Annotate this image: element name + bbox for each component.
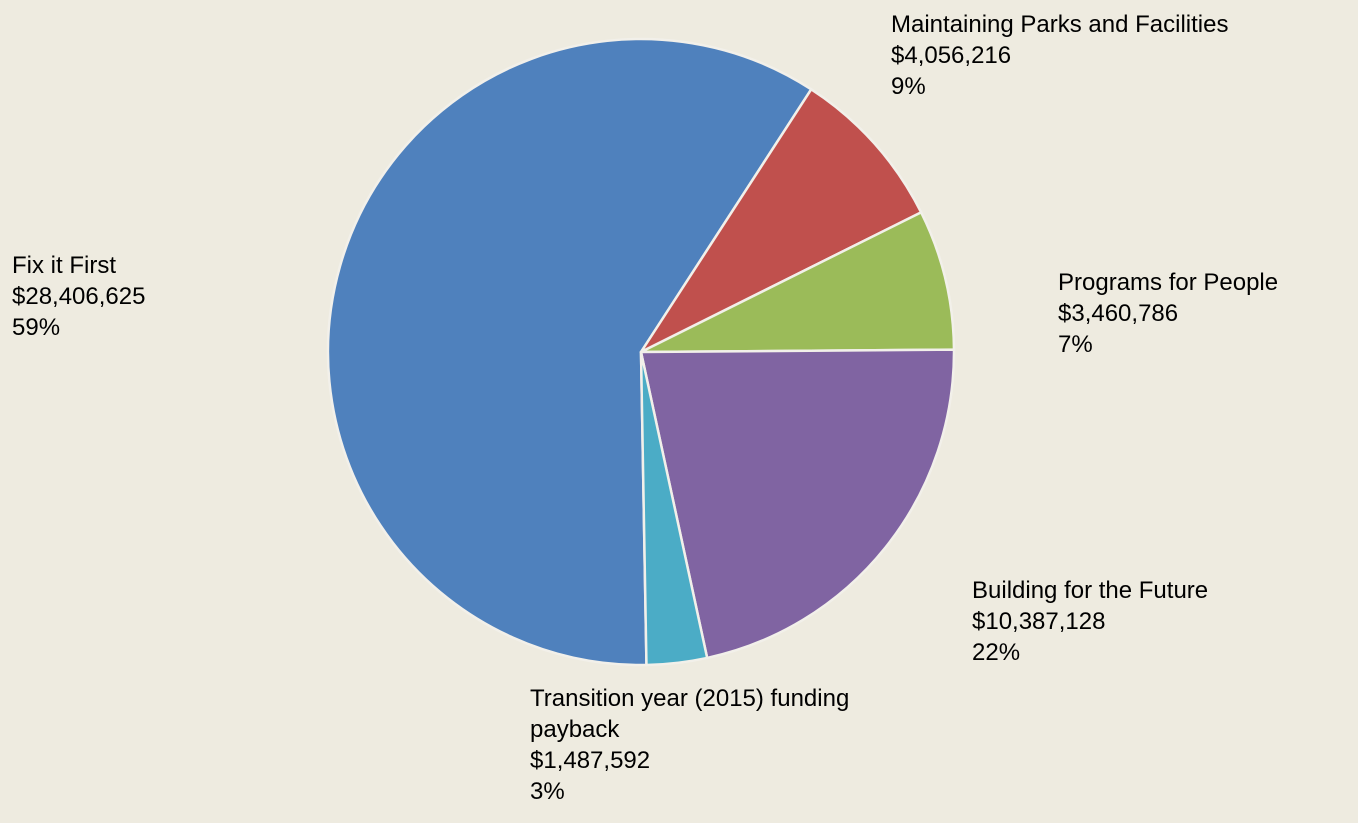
label-name: Building for the Future [972,577,1209,604]
data-label: Maintaining Parks and Facilities $4,056,2… [891,9,1229,102]
data-label: Transition year (2015) funding payback $1… [530,683,860,807]
label-name: Transition year (2015) funding payback [530,685,850,743]
label-percent: 3% [530,778,565,805]
label-value: $28,406,625 [12,283,146,310]
label-name: Maintaining Parks and Facilities [891,11,1229,38]
data-label: Building for the Future $10,387,128 22% [972,575,1208,668]
label-percent: 59% [12,314,61,341]
label-value: $3,460,786 [1058,300,1179,327]
pie-slice [639,88,923,354]
label-name: Fix it First [12,252,116,279]
label-value: $4,056,216 [891,42,1012,69]
label-percent: 22% [972,639,1021,666]
label-percent: 7% [1058,331,1093,358]
pie-slice [639,211,956,354]
label-value: $10,387,128 [972,608,1106,635]
data-label: Programs for People $3,460,786 7% [1058,267,1278,360]
data-label: Fix it First $28,406,625 59% [12,250,145,343]
pie-slice [639,350,709,667]
label-value: $1,487,592 [530,747,651,774]
pie-slice [639,348,956,660]
pie-slice [326,37,813,667]
label-name: Programs for People [1058,269,1279,296]
label-percent: 9% [891,73,926,100]
